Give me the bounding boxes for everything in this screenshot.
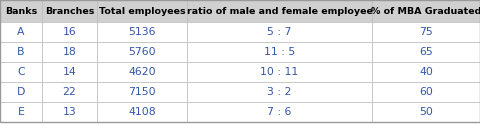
Text: 7 : 6: 7 : 6 — [267, 107, 292, 117]
Bar — [187, 22, 372, 42]
Bar — [187, 82, 372, 102]
Text: 60: 60 — [419, 87, 433, 97]
Text: Banks: Banks — [5, 6, 37, 15]
Text: 3 : 2: 3 : 2 — [267, 87, 292, 97]
Bar — [42, 42, 97, 62]
Text: 65: 65 — [419, 47, 433, 57]
Text: % of MBA Graduated: % of MBA Graduated — [371, 6, 480, 15]
Text: Total employees: Total employees — [99, 6, 185, 15]
Text: 40: 40 — [419, 67, 433, 77]
Bar — [42, 22, 97, 42]
Bar — [372, 22, 480, 42]
Bar — [187, 0, 372, 22]
Bar — [372, 102, 480, 122]
Bar — [97, 22, 187, 42]
Text: 7150: 7150 — [128, 87, 156, 97]
Bar — [372, 42, 480, 62]
Text: B: B — [17, 47, 25, 57]
Bar — [0, 0, 480, 122]
Bar — [372, 62, 480, 82]
Text: D: D — [17, 87, 25, 97]
Text: 4620: 4620 — [128, 67, 156, 77]
Bar — [187, 42, 372, 62]
Bar — [42, 0, 97, 22]
Text: 10 : 11: 10 : 11 — [260, 67, 299, 77]
Text: 11 : 5: 11 : 5 — [264, 47, 295, 57]
Text: 75: 75 — [419, 27, 433, 37]
Text: ratio of male and female employee: ratio of male and female employee — [187, 6, 372, 15]
Bar — [97, 102, 187, 122]
Bar — [97, 0, 187, 22]
Bar — [0, 22, 42, 42]
Text: E: E — [18, 107, 24, 117]
Text: 5136: 5136 — [128, 27, 156, 37]
Text: 14: 14 — [62, 67, 76, 77]
Text: 13: 13 — [62, 107, 76, 117]
Text: 5 : 7: 5 : 7 — [267, 27, 292, 37]
Bar — [97, 42, 187, 62]
Text: A: A — [17, 27, 25, 37]
Bar — [42, 102, 97, 122]
Text: 22: 22 — [62, 87, 76, 97]
Bar — [0, 102, 42, 122]
Text: C: C — [17, 67, 25, 77]
Bar — [0, 82, 42, 102]
Text: 16: 16 — [62, 27, 76, 37]
Bar — [0, 62, 42, 82]
Bar — [42, 82, 97, 102]
Bar — [42, 62, 97, 82]
Bar — [372, 82, 480, 102]
Text: 4108: 4108 — [128, 107, 156, 117]
Text: 18: 18 — [62, 47, 76, 57]
Bar — [187, 62, 372, 82]
Text: 5760: 5760 — [128, 47, 156, 57]
Text: Branches: Branches — [45, 6, 94, 15]
Bar — [187, 102, 372, 122]
Bar — [97, 62, 187, 82]
Bar — [372, 0, 480, 22]
Bar — [97, 82, 187, 102]
Text: 50: 50 — [419, 107, 433, 117]
Bar — [0, 0, 42, 22]
Bar — [0, 42, 42, 62]
